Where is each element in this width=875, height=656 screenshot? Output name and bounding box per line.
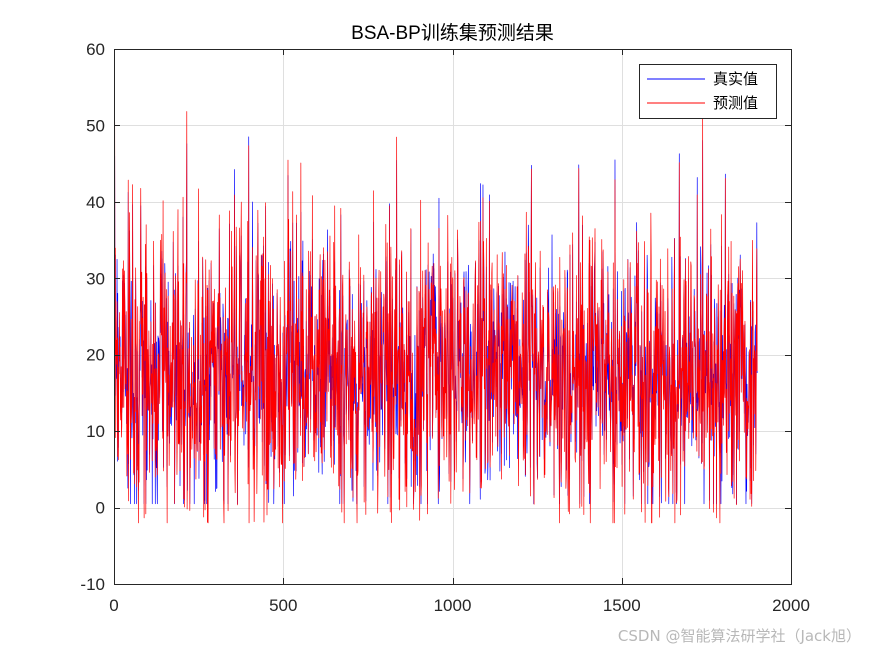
- x-tick-label: 1000: [434, 596, 472, 615]
- y-tick-label: 40: [86, 193, 105, 212]
- x-tick-label: 1500: [603, 596, 641, 615]
- x-tick-label: 0: [109, 596, 118, 615]
- y-tick-label: 20: [86, 346, 105, 365]
- y-tick-label: 10: [86, 422, 105, 441]
- y-tick-label: 60: [86, 40, 105, 59]
- legend-label: 真实值: [713, 70, 758, 88]
- y-tick-label: -10: [80, 575, 105, 594]
- x-tick-label: 500: [269, 596, 297, 615]
- watermark: CSDN @智能算法研学社（Jack旭）: [617, 627, 861, 645]
- y-tick-label: 30: [86, 269, 105, 288]
- chart-title: BSA-BP训练集预测结果: [351, 22, 554, 44]
- y-tick-label: 50: [86, 116, 105, 135]
- x-tick-label: 2000: [772, 596, 810, 615]
- y-tick-label: 0: [96, 499, 105, 518]
- series-layer: [113, 111, 758, 524]
- legend-box: [639, 64, 777, 119]
- legend-label: 预测值: [713, 94, 758, 112]
- series-predicted-line: [113, 111, 758, 524]
